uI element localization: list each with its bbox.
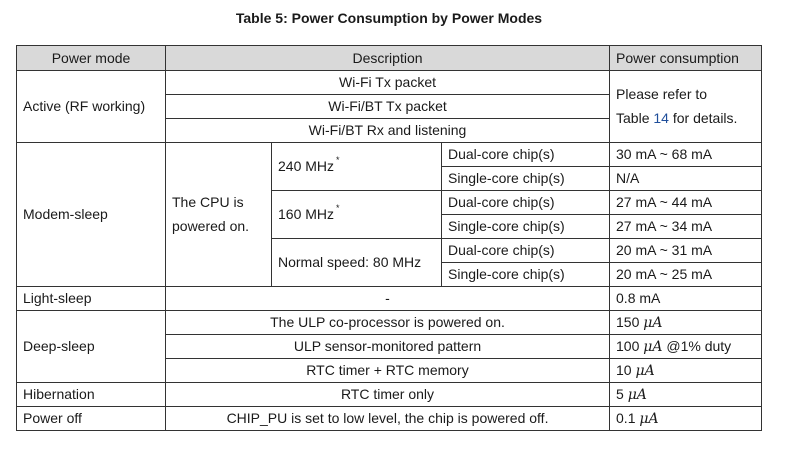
- header-description: Description: [164, 45, 611, 71]
- table-row: Hibernation RTC timer only 5 μA: [16, 382, 763, 407]
- chip-cell: Single-core chip(s): [440, 166, 611, 191]
- cpu-note: The CPU is powered on.: [165, 142, 272, 287]
- table-reference-link[interactable]: 14: [653, 109, 669, 126]
- desc-cell: Wi-Fi/BT Tx packet: [164, 94, 611, 119]
- power-value: 100: [616, 337, 640, 354]
- mode-light-sleep: Light-sleep: [16, 286, 166, 311]
- mode-hibernation: Hibernation: [16, 382, 166, 407]
- mode-active: Active (RF working): [16, 70, 166, 143]
- desc-cell: ULP sensor-monitored pattern: [164, 334, 611, 359]
- chip-cell: Single-core chip(s): [440, 262, 611, 287]
- power-cell: 10 μA: [609, 358, 763, 383]
- desc-cell: RTC timer + RTC memory: [164, 358, 611, 383]
- desc-cell: -: [164, 286, 611, 311]
- desc-cell: RTC timer only: [164, 382, 611, 407]
- table-caption: Table 5: Power Consumption by Power Mode…: [235, 10, 543, 26]
- chip-cell: Dual-core chip(s): [440, 238, 611, 263]
- power-cell: 30 mA ~ 68 mA: [609, 142, 763, 167]
- table-row: Modem-sleep The CPU is powered on. 240 M…: [16, 142, 763, 287]
- power-text: for details.: [672, 109, 738, 126]
- speed-cell: 160 MHz *: [271, 190, 442, 239]
- desc-cell: CHIP_PU is set to low level, the chip is…: [164, 406, 611, 431]
- power-value: 0.1: [616, 409, 636, 426]
- table-row: Active (RF working) Wi-Fi Tx packet Plea…: [16, 70, 763, 143]
- mode-power-off: Power off: [16, 406, 166, 431]
- speed-cell: 240 MHz *: [271, 142, 442, 191]
- mode-deep-sleep: Deep-sleep: [16, 310, 166, 383]
- desc-cell: Wi-Fi/BT Rx and listening: [164, 118, 611, 143]
- chip-cell: Dual-core chip(s): [440, 142, 611, 167]
- power-cell: 100 μA @1% duty: [609, 334, 763, 359]
- speed-label: 240 MHz: [278, 158, 335, 175]
- power-value: 150: [616, 313, 640, 330]
- desc-cell: The ULP co-processor is powered on.: [164, 310, 611, 335]
- mode-modem-sleep: Modem-sleep: [16, 142, 166, 287]
- power-cell-active: Please refer to Table 14 for details.: [609, 70, 763, 143]
- power-cell: 5 μA: [609, 382, 763, 407]
- table-row: Single-core chip(s) 27 mA ~ 34 mA: [17, 214, 763, 239]
- header-row: Power mode Description Power consumption: [16, 45, 763, 71]
- table-row: Wi-Fi/BT Rx and listening: [17, 118, 762, 143]
- table-row: Single-core chip(s) 20 mA ~ 25 mA: [17, 262, 763, 287]
- power-text: Table: [616, 109, 650, 126]
- power-text: Please refer to: [616, 85, 708, 102]
- power-suffix: @1% duty: [666, 337, 732, 354]
- power-value: 5: [616, 385, 624, 402]
- table-row: Deep-sleep The ULP co-processor is power…: [16, 310, 763, 383]
- table-row: Light-sleep - 0.8 mA: [16, 286, 763, 311]
- power-cell: 27 mA ~ 34 mA: [609, 214, 763, 239]
- table-row: 160 MHz * Dual-core chip(s) 27 mA ~ 44 mA: [17, 190, 763, 239]
- power-cell: 27 mA ~ 44 mA: [609, 190, 763, 215]
- power-cell: 150 μA: [609, 310, 763, 335]
- power-cell: 0.8 mA: [609, 286, 763, 311]
- power-cell: 20 mA ~ 25 mA: [609, 262, 763, 287]
- power-unit: μA: [639, 410, 659, 427]
- speed-label: 160 MHz: [278, 206, 335, 223]
- power-unit: μA: [643, 314, 663, 331]
- desc-cell: Wi-Fi Tx packet: [164, 70, 611, 95]
- speed-label: Normal speed: 80 MHz: [278, 254, 422, 271]
- power-value: 10: [616, 361, 632, 378]
- table-row: ULP sensor-monitored pattern 100 μA @1% …: [17, 334, 763, 359]
- power-unit: μA: [643, 338, 663, 355]
- table-row: Normal speed: 80 MHz Dual-core chip(s) 2…: [17, 238, 763, 287]
- header-power-consumption: Power consumption: [609, 45, 763, 71]
- power-consumption-table: Power mode Description Power consumption…: [16, 45, 763, 431]
- chip-cell: Single-core chip(s): [440, 214, 611, 239]
- power-unit: μA: [635, 362, 655, 379]
- speed-cell: Normal speed: 80 MHz: [271, 238, 442, 287]
- power-unit: μA: [627, 386, 647, 403]
- chip-cell: Dual-core chip(s): [440, 190, 611, 215]
- power-cell: N/A: [609, 166, 763, 191]
- table-row: Power off CHIP_PU is set to low level, t…: [16, 406, 763, 431]
- table-row: Single-core chip(s) N/A: [17, 166, 763, 191]
- power-cell: 0.1 μA: [609, 406, 763, 431]
- power-cell: 20 mA ~ 31 mA: [609, 238, 763, 263]
- footnote-marker: *: [336, 155, 340, 166]
- footnote-marker: *: [336, 203, 340, 214]
- table-row: Wi-Fi/BT Tx packet: [17, 94, 762, 119]
- header-power-mode: Power mode: [16, 45, 166, 71]
